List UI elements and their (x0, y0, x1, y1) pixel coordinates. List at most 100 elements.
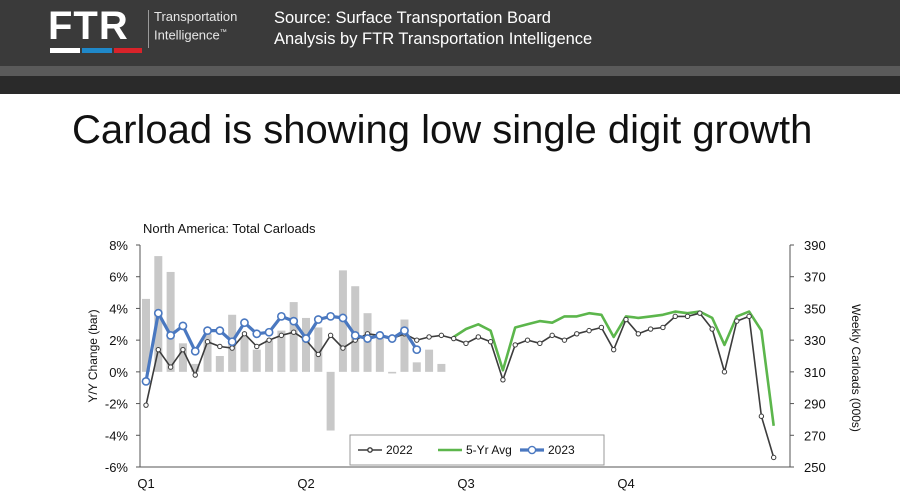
point-2023 (215, 326, 225, 336)
point-2022 (672, 313, 678, 320)
source-line-2: Analysis by FTR Transportation Intellige… (274, 30, 593, 48)
point-2023 (338, 313, 348, 323)
point-2023 (289, 316, 299, 326)
yoy-bar (277, 330, 286, 372)
right-tick-label: 350 (804, 301, 826, 316)
series-lines (141, 308, 777, 461)
point-2022 (315, 351, 322, 358)
logo-tagline: Transportation Intelligence™ (154, 9, 237, 43)
ftr-logo: FTR (48, 4, 129, 48)
point-2022 (549, 332, 555, 339)
yoy-bar (351, 286, 360, 372)
left-tick-label: -6% (105, 460, 129, 475)
left-tick-label: 6% (109, 270, 128, 285)
point-2022 (475, 334, 482, 340)
slide-body (0, 94, 900, 500)
point-2023 (227, 337, 237, 347)
point-2023 (301, 334, 311, 343)
yoy-bar (425, 349, 434, 372)
right-tick-label: 250 (804, 460, 826, 475)
chart-plot-area (139, 245, 791, 468)
point-2023 (141, 376, 151, 386)
point-2023 (203, 326, 212, 336)
point-2023 (252, 329, 262, 339)
logo-bar-red (114, 48, 142, 53)
yoy-bar (191, 363, 200, 372)
point-2022 (204, 339, 211, 345)
point-2023 (178, 321, 188, 331)
point-2023 (240, 318, 249, 328)
point-2023 (350, 330, 360, 340)
point-2023 (326, 311, 336, 321)
point-2022 (414, 337, 420, 343)
point-2022 (450, 335, 457, 342)
yoy-bar (314, 327, 323, 372)
yoy-bar (142, 298, 150, 372)
point-2022 (561, 337, 568, 343)
point-2023 (387, 334, 397, 343)
point-2022 (241, 331, 248, 337)
left-tick-label: 2% (109, 333, 128, 348)
header-band (0, 66, 900, 76)
right-tick-label: 390 (804, 238, 826, 253)
x-tick-label: Q2 (297, 476, 314, 491)
point-2023 (400, 326, 409, 336)
series-line-2022 (145, 312, 775, 458)
point-2022 (574, 331, 580, 337)
yoy-bar (252, 349, 261, 372)
right-tick-label: 370 (804, 270, 826, 285)
point-2023 (166, 330, 176, 340)
point-2022 (438, 332, 445, 339)
yoy-bar (326, 371, 335, 431)
right-tick-label: 270 (804, 428, 826, 443)
point-2022 (660, 324, 666, 331)
point-2022 (537, 340, 543, 347)
left-tick-label: -2% (105, 397, 129, 412)
left-tick-label: 0% (109, 365, 128, 380)
left-tick-label: 4% (109, 301, 128, 316)
right-tick-label: 310 (804, 365, 826, 380)
point-2022 (327, 332, 334, 339)
series-line-5-yr-avg (452, 310, 775, 426)
yoy-bar (289, 302, 298, 372)
legend-label: 5-Yr Avg (466, 443, 512, 457)
point-2022 (684, 313, 691, 320)
right-tick-label: 290 (804, 397, 826, 412)
left-axis-label: Y/Y Change (bar) (86, 309, 100, 402)
legend-marker (367, 447, 373, 453)
point-2023 (264, 327, 274, 337)
legend-label: 2023 (548, 443, 575, 457)
chart-title: North America: Total Carloads (143, 221, 316, 236)
point-2022 (647, 326, 654, 332)
point-2022 (623, 316, 629, 323)
point-2022 (229, 345, 235, 351)
x-tick-label: Q4 (617, 476, 634, 491)
left-tick-label: -4% (105, 428, 129, 443)
point-2022 (709, 326, 715, 332)
point-2022 (143, 402, 149, 408)
yoy-bar (375, 336, 384, 372)
point-2022 (487, 339, 494, 345)
point-2022 (290, 329, 297, 335)
yoy-bar (437, 363, 446, 372)
right-tick-label: 330 (804, 333, 826, 348)
yoy-bar (166, 271, 175, 372)
point-2022 (463, 340, 469, 347)
point-2022 (217, 343, 223, 350)
point-2022 (758, 413, 765, 419)
yoy-bar (400, 319, 409, 372)
source-line-1: Source: Surface Transportation Board (274, 9, 551, 27)
right-axis-label: Weekly Carloads (000s) (849, 304, 863, 432)
header-shadow-band (0, 76, 900, 94)
point-2022 (426, 334, 432, 340)
left-tick-label: 8% (109, 238, 128, 253)
point-2022 (167, 364, 174, 370)
logo-tagline-line-1: Transportation (154, 9, 238, 24)
yoy-bar (203, 333, 212, 372)
point-2022 (721, 369, 728, 375)
point-2022 (610, 346, 617, 353)
point-2023 (375, 330, 385, 340)
logo-bar-blue (82, 48, 112, 53)
point-2022 (635, 331, 642, 337)
